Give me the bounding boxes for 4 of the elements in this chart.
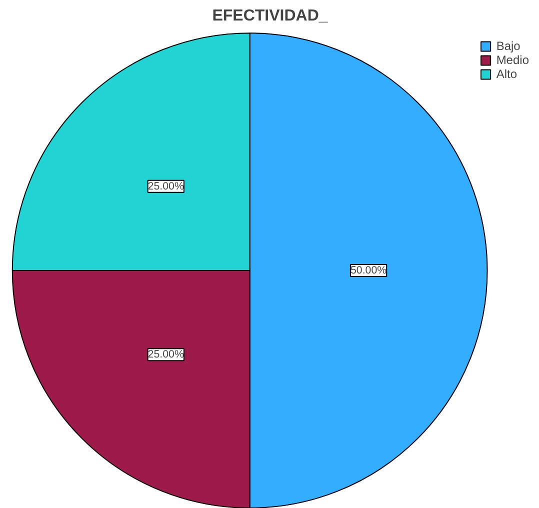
legend-label: Alto [496,67,517,81]
legend-label: Bajo [496,39,520,53]
legend-label: Medio [496,53,529,67]
chart-title: EFECTIVIDAD_ [212,8,329,24]
